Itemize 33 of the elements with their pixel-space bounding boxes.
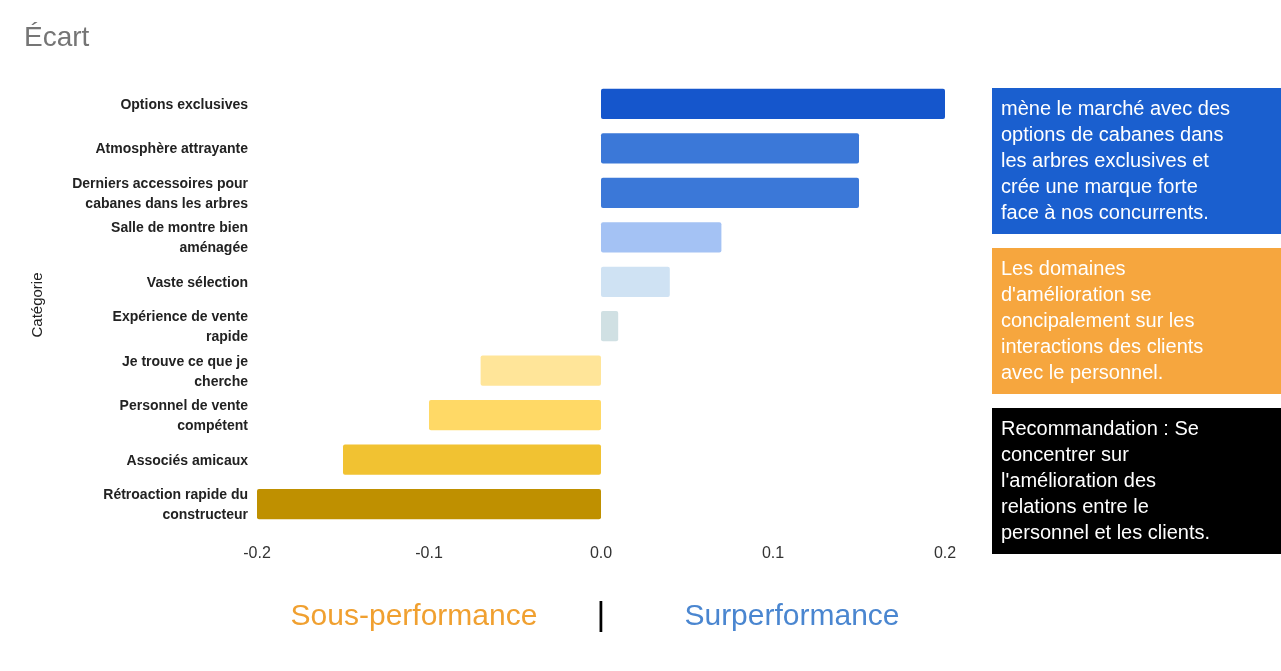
y-tick-label: Expérience de vente rapide (112, 308, 249, 345)
y-tick-label: Personnel de vente compétent (119, 397, 249, 434)
x-tick-label: -0.2 (243, 544, 271, 561)
y-tick-label: Vaste sélection (146, 273, 248, 290)
y-tick-label: Rétroaction rapide du constructeur (103, 486, 249, 523)
bar (601, 266, 670, 297)
bar (601, 88, 945, 119)
y-tick-label: Options exclusives (120, 95, 249, 112)
bar (601, 311, 619, 342)
y-axis-title: Catégorie (28, 272, 45, 338)
y-tick-label: Atmosphère attrayante (95, 140, 249, 157)
y-tick-label: Derniers accessoires pour cabanes dans les arbres (72, 174, 249, 211)
x-tick-label: -0.1 (415, 544, 443, 561)
text: mène le marché avec des options de cabanes dans les arbres exclusives et crée une marque forte face à nos concurrents. (1001, 97, 1231, 223)
y-tick-label: Je trouve ce que je cherche (121, 352, 249, 389)
x-tick-label: 0.2 (933, 544, 957, 561)
bar (480, 355, 601, 386)
text: Recommandation : Se concentrer sur l'amélioration des relations entre le personnel et les clients. (1001, 417, 1211, 543)
x-tick-label: 0.1 (761, 544, 785, 561)
bar (343, 444, 601, 475)
text: | (596, 594, 606, 632)
text: Surperformance (684, 598, 900, 631)
x-tick-label: 0.0 (589, 544, 613, 561)
bar (601, 177, 859, 208)
bar (429, 400, 601, 431)
bar (601, 222, 722, 253)
text: Les domaines d'amélioration se concipalement sur les interactions des clients avec le personnel. (1001, 257, 1204, 383)
bar (257, 489, 601, 520)
chart-title: Écart (24, 21, 90, 52)
y-tick-label: Associés amicaux (126, 451, 249, 468)
text: Sous-performance (290, 598, 538, 631)
bar (601, 133, 859, 164)
y-tick-label: Salle de montre bien aménagée (111, 219, 249, 256)
